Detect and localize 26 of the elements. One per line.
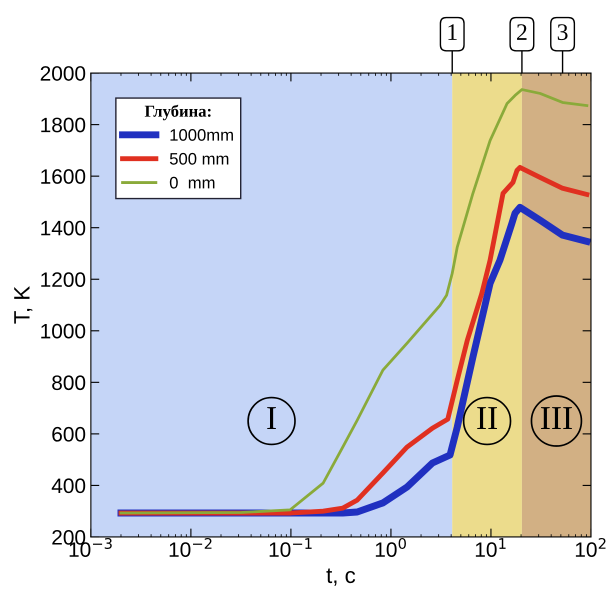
band-label: III — [541, 407, 572, 430]
y-tick-label: 400 — [52, 478, 86, 494]
y-tick-label: 1400 — [41, 220, 86, 236]
legend-label: 500 mm — [170, 152, 228, 165]
y-tick-label: 1600 — [41, 169, 86, 184]
annotation: 1 — [448, 24, 457, 40]
legend-label: 0 mm — [170, 176, 214, 189]
legend-label: 1000mm — [170, 129, 233, 141]
y-tick-label: 1200 — [41, 272, 86, 287]
x-tick-label: 10$^{−1}$ — [270, 538, 312, 557]
y-axis-title: T, K — [14, 286, 32, 324]
y-tick-label: 1000 — [41, 324, 86, 339]
annotation: 2 — [517, 24, 527, 40]
y-tick-label: 2000 — [40, 66, 86, 81]
y-tick-label: 600 — [52, 426, 86, 442]
band-label: I — [267, 407, 276, 430]
x-tick-label: 10$^{−2}$ — [170, 538, 212, 557]
x-axis-title: t, c — [326, 568, 356, 586]
band-label: II — [477, 407, 498, 430]
x-tick-label: 10$^{2}$ — [576, 538, 606, 557]
y-tick-label: 800 — [52, 375, 86, 390]
legend-title: Глубина: — [144, 104, 211, 120]
annotation: 3 — [558, 24, 568, 40]
x-tick-label: 10$^{0}$ — [376, 538, 406, 557]
x-tick-label: 10$^{1}$ — [476, 538, 506, 557]
y-tick-label: 1800 — [41, 118, 86, 132]
